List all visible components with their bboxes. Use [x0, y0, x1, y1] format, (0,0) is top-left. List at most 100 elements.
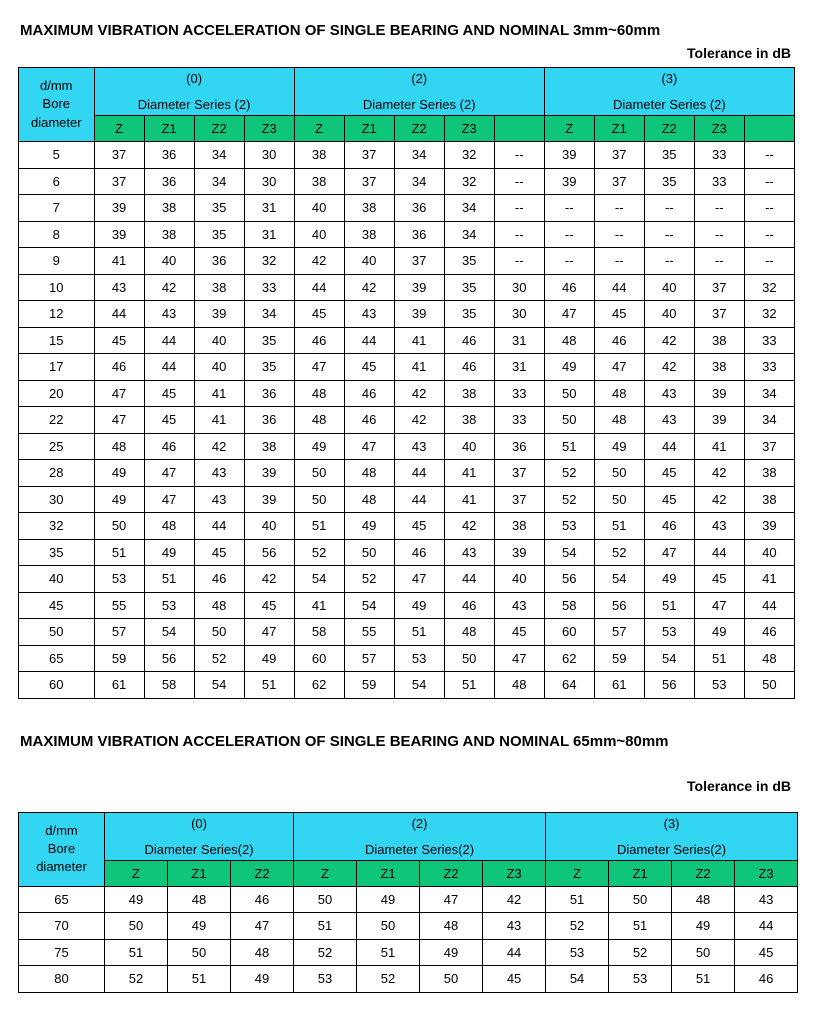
sub-header: Z	[294, 860, 357, 886]
value-cell: 52	[357, 966, 420, 993]
value-cell: 50	[194, 619, 244, 646]
value-cell: 49	[94, 460, 144, 487]
value-cell: 51	[444, 672, 494, 699]
value-cell: 56	[544, 566, 594, 593]
value-cell: 44	[644, 433, 694, 460]
value-cell: 48	[344, 460, 394, 487]
table2-title: MAXIMUM VIBRATION ACCELERATION OF SINGLE…	[20, 733, 795, 750]
value-cell: 32	[744, 301, 794, 328]
sub-header: Z3	[694, 116, 744, 142]
value-cell: 57	[594, 619, 644, 646]
vibration-table-1: d/mm Bore diameter (0) Diameter Series (…	[18, 67, 795, 699]
value-cell: 49	[544, 354, 594, 381]
value-cell: 44	[744, 592, 794, 619]
value-cell: 31	[494, 354, 544, 381]
table-row: 705049475150484352514944	[19, 913, 798, 940]
value-cell: 40	[744, 539, 794, 566]
value-cell: 39	[94, 195, 144, 222]
value-cell: 55	[344, 619, 394, 646]
table-row: 254846423849474340365149444137	[19, 433, 795, 460]
sub-header: Z2	[672, 860, 735, 886]
series-header-2: (2) Diameter Series(2)	[294, 812, 546, 860]
value-cell: --	[544, 248, 594, 275]
value-cell: 40	[244, 513, 294, 540]
value-cell: 43	[444, 539, 494, 566]
value-cell: 45	[694, 566, 744, 593]
value-cell: 47	[231, 913, 294, 940]
value-cell: 43	[735, 886, 798, 913]
bore-cell: 80	[19, 966, 105, 993]
value-cell: 36	[244, 380, 294, 407]
bore-cell: 5	[19, 142, 95, 169]
value-cell: 49	[231, 966, 294, 993]
sub-header: Z	[94, 116, 144, 142]
table-row: 174644403547454146314947423833	[19, 354, 795, 381]
sub-header: Z1	[357, 860, 420, 886]
value-cell: 40	[194, 327, 244, 354]
value-cell: 52	[344, 566, 394, 593]
value-cell: 54	[644, 645, 694, 672]
series-header-0: (0) Diameter Series (2)	[94, 68, 294, 116]
sub-header: Z3	[244, 116, 294, 142]
value-cell: 36	[194, 248, 244, 275]
value-cell: 45	[594, 301, 644, 328]
value-cell: 51	[609, 913, 672, 940]
value-cell: 38	[294, 168, 344, 195]
value-cell: 43	[644, 380, 694, 407]
value-cell: 31	[244, 195, 294, 222]
value-cell: 45	[344, 354, 394, 381]
value-cell: 45	[394, 513, 444, 540]
value-cell: 34	[744, 380, 794, 407]
sub-header: Z3	[735, 860, 798, 886]
table1-title: MAXIMUM VIBRATION ACCELERATION OF SINGLE…	[20, 22, 795, 39]
value-cell: 44	[394, 486, 444, 513]
vibration-table-2: d/mm Bore diameter (0) Diameter Series(2…	[18, 812, 798, 993]
table-row: 654948465049474251504843	[19, 886, 798, 913]
value-cell: 43	[483, 913, 546, 940]
value-cell: 38	[694, 327, 744, 354]
value-cell: 44	[735, 913, 798, 940]
value-cell: --	[594, 221, 644, 248]
value-cell: 40	[444, 433, 494, 460]
value-cell: 43	[94, 274, 144, 301]
value-cell: 35	[244, 327, 294, 354]
value-cell: 43	[644, 407, 694, 434]
value-cell: 47	[144, 460, 194, 487]
value-cell: 46	[194, 566, 244, 593]
value-cell: 35	[644, 142, 694, 169]
value-cell: 45	[194, 539, 244, 566]
value-cell: 50	[344, 539, 394, 566]
value-cell: 38	[494, 513, 544, 540]
value-cell: 42	[344, 274, 394, 301]
value-cell: 40	[494, 566, 544, 593]
value-cell: 57	[94, 619, 144, 646]
bore-cell: 22	[19, 407, 95, 434]
value-cell: --	[644, 221, 694, 248]
value-cell: 51	[357, 939, 420, 966]
value-cell: 53	[609, 966, 672, 993]
value-cell: 62	[544, 645, 594, 672]
value-cell: 30	[494, 274, 544, 301]
value-cell: 38	[294, 142, 344, 169]
value-cell: 46	[744, 619, 794, 646]
value-cell: 34	[244, 301, 294, 328]
value-cell: 50	[672, 939, 735, 966]
value-cell: 47	[94, 407, 144, 434]
value-cell: 45	[735, 939, 798, 966]
value-cell: 53	[544, 513, 594, 540]
value-cell: 50	[609, 886, 672, 913]
value-cell: 52	[544, 460, 594, 487]
value-cell: 54	[144, 619, 194, 646]
value-cell: 50	[294, 886, 357, 913]
series-header-3: (3) Diameter Series(2)	[546, 812, 798, 860]
value-cell: 49	[94, 486, 144, 513]
value-cell: 60	[294, 645, 344, 672]
bore-cell: 45	[19, 592, 95, 619]
sub-header-row: ZZ1Z2Z3ZZ1Z2Z3ZZ1Z2Z3	[19, 116, 795, 142]
value-cell: 44	[694, 539, 744, 566]
value-cell: 48	[744, 645, 794, 672]
value-cell: 58	[294, 619, 344, 646]
value-cell: 30	[244, 168, 294, 195]
value-cell: 46	[144, 433, 194, 460]
value-cell: 47	[544, 301, 594, 328]
